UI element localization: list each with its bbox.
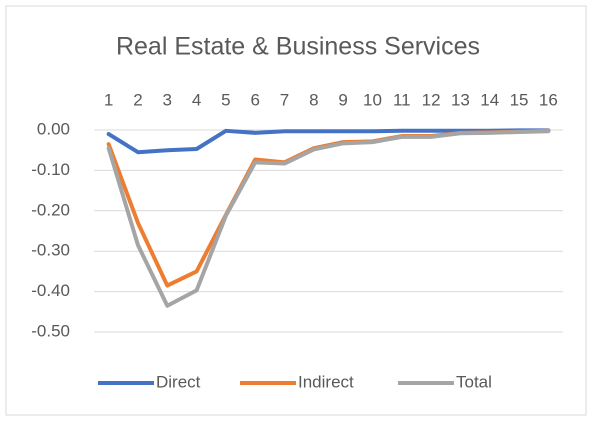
y-tick-label: -0.30 <box>31 241 70 260</box>
legend-label: Total <box>456 372 492 391</box>
legend-label: Direct <box>156 372 201 391</box>
x-tick-label: 7 <box>280 90 289 109</box>
x-tick-label: 5 <box>221 90 230 109</box>
series-line <box>106 129 551 308</box>
x-tick-label: 16 <box>539 90 558 109</box>
x-tick-label: 4 <box>192 90 201 109</box>
x-tick-label: 12 <box>422 90 441 109</box>
x-tick-label: 13 <box>451 90 470 109</box>
y-tick-label: -0.20 <box>31 200 70 219</box>
x-tick-label: 1 <box>104 90 113 109</box>
x-tick-label: 15 <box>510 90 529 109</box>
x-tick-label: 3 <box>163 90 172 109</box>
x-tick-label: 11 <box>393 90 411 109</box>
x-tick-label: 8 <box>309 90 318 109</box>
x-tick-label: 6 <box>250 90 259 109</box>
y-tick-label: -0.50 <box>31 321 70 340</box>
x-tick-label: 14 <box>480 90 499 109</box>
x-tick-label: 2 <box>133 90 142 109</box>
y-tick-label: -0.40 <box>31 281 70 300</box>
legend-label: Indirect <box>298 372 354 391</box>
y-tick-label: 0.00 <box>37 119 70 138</box>
y-tick-label: -0.10 <box>31 160 70 179</box>
x-tick-label: 10 <box>363 90 382 109</box>
x-tick-label: 9 <box>338 90 347 109</box>
chart-title: Real Estate & Business Services <box>116 33 480 61</box>
